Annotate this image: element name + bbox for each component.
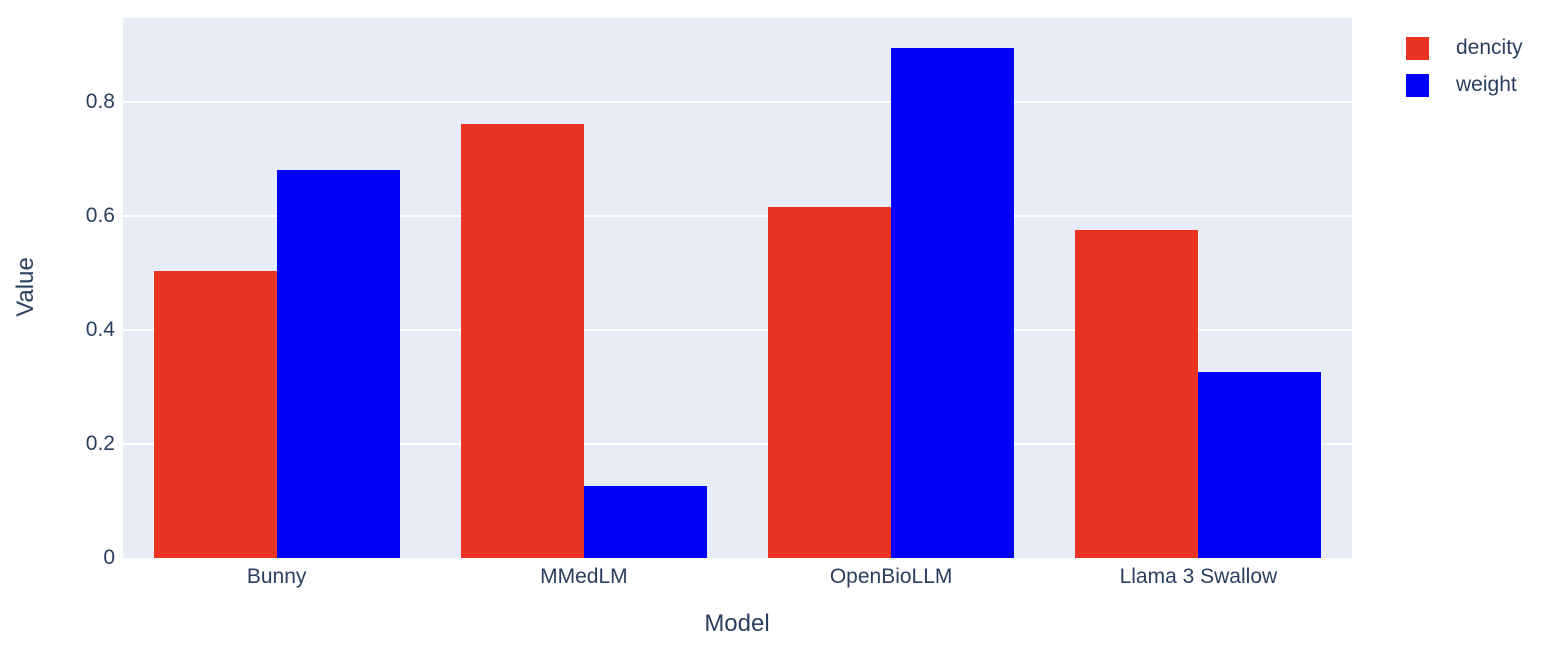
x-tick-label-llama-3-swallow: Llama 3 Swallow <box>1119 565 1278 588</box>
gridline-y-0.6 <box>123 215 1352 217</box>
plot-area <box>123 18 1352 558</box>
legend: dencity weight <box>1406 36 1523 110</box>
x-axis-title: Model <box>704 610 770 637</box>
legend-label-weight: weight <box>1456 73 1517 96</box>
y-tick-label-0.4: 0.4 <box>85 318 115 341</box>
y-tick-label-0: 0 <box>103 546 115 569</box>
legend-swatch-weight <box>1406 73 1429 97</box>
y-tick-label-0.6: 0.6 <box>85 204 115 227</box>
x-tick-label-mmedlm: MMedLM <box>540 565 628 588</box>
bar-weight-openbiollm[interactable] <box>891 47 1015 558</box>
y-tick-label-0.2: 0.2 <box>85 432 115 455</box>
bar-dencity-bunny[interactable] <box>153 270 277 558</box>
legend-label-dencity: dencity <box>1456 36 1523 59</box>
bar-weight-mmedlm[interactable] <box>583 485 707 558</box>
gridline-y-0.2 <box>123 443 1352 445</box>
bar-dencity-llama-3-swallow[interactable] <box>1075 230 1199 558</box>
gridline-y-0.8 <box>123 101 1352 103</box>
x-tick-label-openbiollm: OpenBioLLM <box>829 565 953 588</box>
bar-dencity-openbiollm[interactable] <box>768 207 892 558</box>
legend-item-weight[interactable]: weight <box>1406 73 1523 97</box>
legend-item-dencity[interactable]: dencity <box>1406 36 1523 60</box>
y-axis-title: Value <box>12 257 39 317</box>
legend-swatch-dencity <box>1406 36 1429 60</box>
bar-dencity-mmedlm[interactable] <box>460 124 584 558</box>
bar-weight-bunny[interactable] <box>276 170 400 558</box>
y-tick-label-0.8: 0.8 <box>85 90 115 113</box>
x-tick-label-bunny: Bunny <box>246 565 307 588</box>
gridline-y-0.4 <box>123 329 1352 331</box>
bar-weight-llama-3-swallow[interactable] <box>1198 371 1322 558</box>
